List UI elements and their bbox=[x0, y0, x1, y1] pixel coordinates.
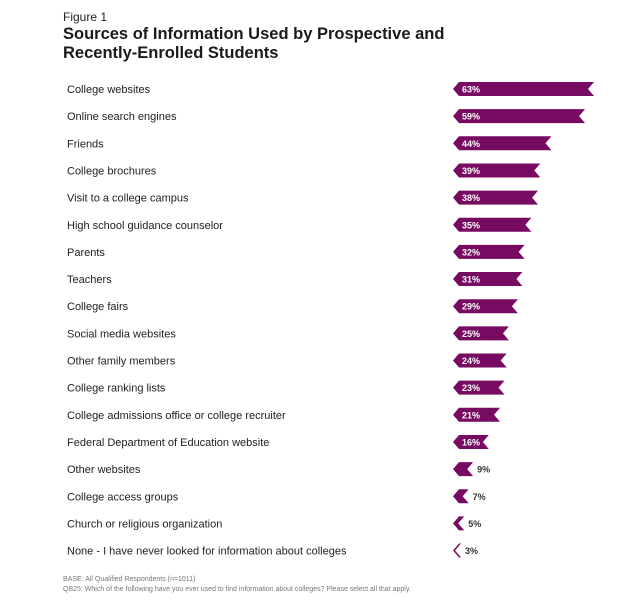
value-label: 44% bbox=[462, 139, 480, 149]
bar bbox=[453, 244, 525, 259]
chart-title: Sources of Information Used by Prospecti… bbox=[63, 25, 445, 62]
category-label: Social media websites bbox=[67, 328, 176, 340]
category-label: Other family members bbox=[67, 356, 176, 368]
category-label: College fairs bbox=[67, 301, 129, 313]
value-label: 31% bbox=[462, 275, 480, 285]
bar bbox=[453, 136, 552, 151]
footnotes: BASE: All Qualified Respondents (n=1011)… bbox=[63, 575, 411, 595]
value-label: 9% bbox=[477, 465, 490, 475]
category-label: College brochures bbox=[67, 165, 157, 177]
category-label: Friends bbox=[67, 138, 104, 150]
category-label: Visit to a college campus bbox=[67, 193, 189, 205]
value-label: 38% bbox=[462, 193, 480, 203]
value-label: 39% bbox=[462, 166, 480, 176]
bar bbox=[453, 109, 586, 124]
category-label: None - I have never looked for informati… bbox=[67, 546, 347, 558]
category-label: College admissions office or college rec… bbox=[67, 410, 286, 422]
value-label: 59% bbox=[462, 112, 480, 122]
bar bbox=[453, 380, 505, 395]
bar bbox=[453, 462, 474, 477]
bar bbox=[453, 516, 465, 531]
base-note: BASE: All Qualified Respondents (n=1011) bbox=[63, 576, 196, 583]
category-label: Online search engines bbox=[67, 111, 177, 123]
figure-label: Figure 1 bbox=[63, 10, 108, 24]
value-label: 16% bbox=[462, 437, 480, 447]
value-label: 32% bbox=[462, 247, 480, 257]
value-label: 29% bbox=[462, 302, 480, 312]
bar bbox=[453, 82, 594, 96]
value-label: 24% bbox=[462, 356, 480, 366]
bar bbox=[453, 326, 509, 341]
category-label: Other websites bbox=[67, 464, 141, 476]
bar bbox=[453, 353, 507, 368]
value-label: 63% bbox=[462, 85, 480, 95]
bar bbox=[453, 434, 489, 449]
value-label: 7% bbox=[473, 492, 486, 502]
category-label: College access groups bbox=[67, 491, 179, 503]
value-label: 21% bbox=[462, 410, 480, 420]
value-label: 3% bbox=[465, 546, 478, 556]
value-label: 25% bbox=[462, 329, 480, 339]
category-label: Church or religious organization bbox=[67, 518, 222, 530]
bar bbox=[453, 543, 461, 558]
category-label: Parents bbox=[67, 247, 105, 259]
question-note: QB25: Which of the following have you ev… bbox=[63, 586, 411, 593]
category-label: College ranking lists bbox=[67, 383, 166, 395]
bar bbox=[453, 299, 518, 314]
bar bbox=[453, 190, 539, 205]
category-label: Federal Department of Education website bbox=[67, 437, 269, 449]
value-label: 35% bbox=[462, 220, 480, 230]
value-label: 23% bbox=[462, 383, 480, 393]
category-label: College websites bbox=[67, 84, 151, 96]
category-label: Teachers bbox=[67, 274, 112, 286]
bar bbox=[453, 217, 532, 232]
bar bbox=[453, 489, 469, 504]
bar bbox=[453, 407, 500, 422]
value-label: 5% bbox=[468, 519, 481, 529]
bar bbox=[453, 272, 523, 287]
bar bbox=[453, 163, 541, 178]
category-label: High school guidance counselor bbox=[67, 220, 223, 232]
